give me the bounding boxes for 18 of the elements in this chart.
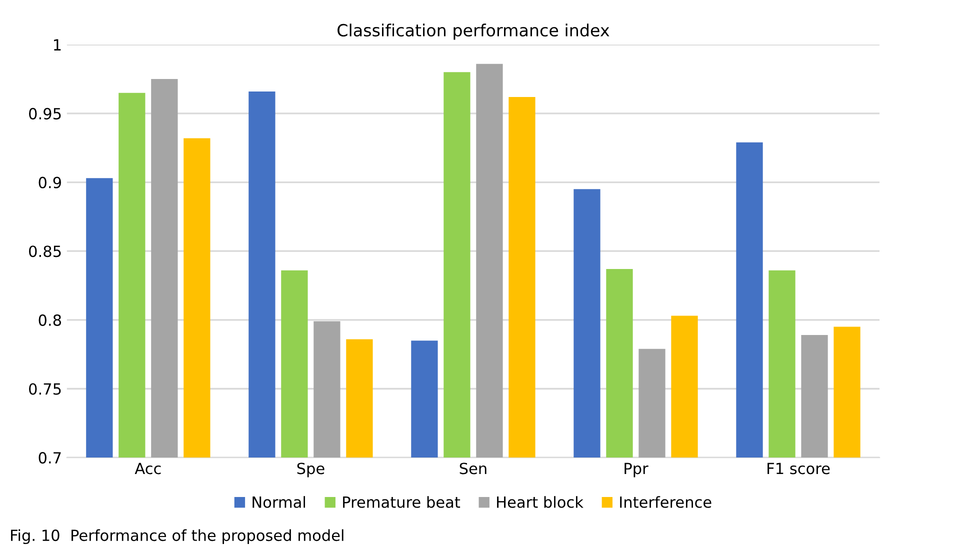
- y-tick-label: 0.9: [38, 176, 61, 188]
- y-tick-label: 0.7: [38, 452, 61, 464]
- legend-label: Premature beat: [343, 496, 460, 508]
- y-tick-label: 0.8: [38, 314, 62, 326]
- y-tick-label: 0.85: [29, 246, 61, 258]
- x-tick-label: Acc: [134, 462, 161, 474]
- x-tick-label: Sen: [460, 462, 486, 474]
- x-tick-label: F1 score: [768, 462, 830, 474]
- legend-label: Normal: [252, 496, 306, 508]
- x-tick-label: Ppr: [624, 462, 648, 478]
- y-tick-label: 0.75: [29, 383, 61, 395]
- legend-label: Heart block: [497, 496, 584, 508]
- y-tick-label: 0.95: [29, 108, 61, 120]
- legend-label: Interference: [620, 496, 712, 508]
- y-tick-label: 1: [54, 39, 61, 50]
- chart-title: Classification performance index: [338, 24, 610, 40]
- x-tick-label: Spe: [297, 462, 324, 478]
- caption: Fig. 10 Performance of the proposed model: [11, 529, 344, 544]
